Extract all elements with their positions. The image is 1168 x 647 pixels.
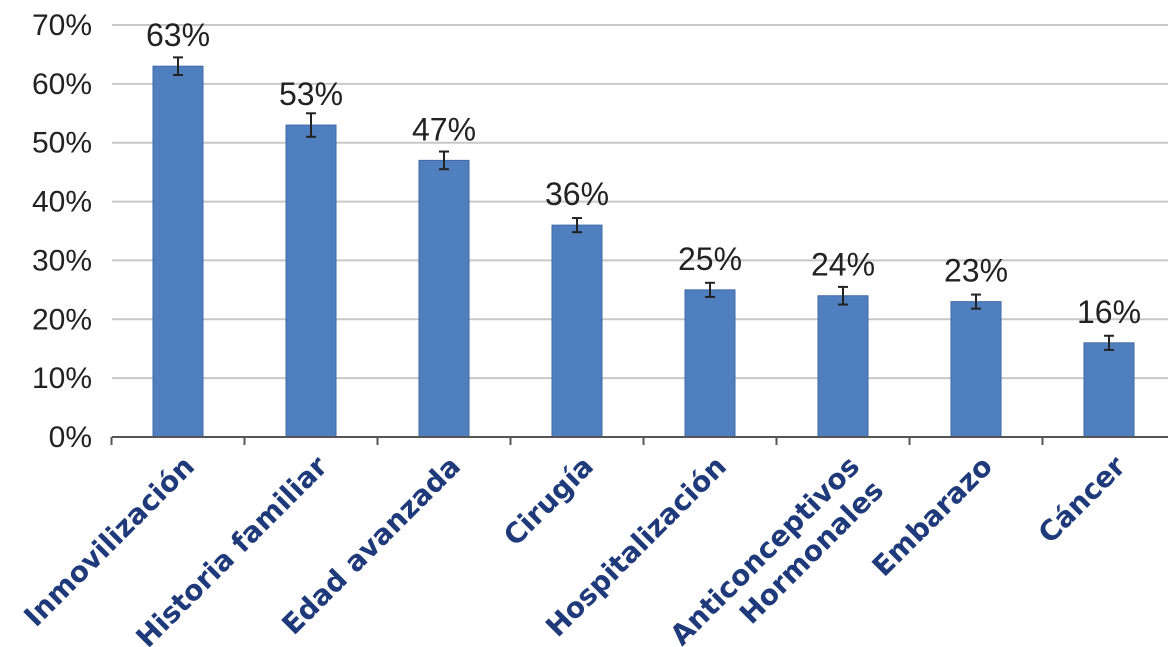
category-label: Cirugía <box>497 450 600 553</box>
category-label-line: Cirugía <box>497 450 600 553</box>
bar <box>1083 342 1135 438</box>
data-label: 25% <box>678 241 742 277</box>
bar <box>285 124 337 438</box>
category-label-line: Cáncer <box>1032 449 1132 549</box>
data-label: 24% <box>811 247 875 283</box>
category-label: Cáncer <box>1032 449 1132 549</box>
error-bar <box>572 217 582 234</box>
data-label: 47% <box>412 111 476 147</box>
y-tick-label: 70% <box>32 9 92 42</box>
error-bar <box>439 150 449 171</box>
bar <box>551 224 603 438</box>
error-bar <box>173 56 183 77</box>
bars <box>152 56 1135 438</box>
bar <box>950 301 1002 438</box>
data-label: 53% <box>279 76 343 112</box>
bar <box>152 65 204 438</box>
category-label-line: Embarazo <box>866 450 999 583</box>
data-label: 16% <box>1077 294 1141 330</box>
bar <box>684 289 736 438</box>
y-tick-label: 40% <box>32 186 92 219</box>
error-bar <box>306 112 316 138</box>
bar <box>817 295 869 438</box>
data-label: 36% <box>545 176 609 212</box>
error-bar <box>971 293 981 310</box>
grid-lines <box>112 24 1168 380</box>
y-tick-label: 0% <box>49 421 92 454</box>
data-label: 63% <box>146 17 210 53</box>
data-label: 23% <box>944 253 1008 289</box>
y-tick-label: 60% <box>32 68 92 101</box>
error-bar <box>705 281 715 298</box>
y-tick-label: 30% <box>32 244 92 277</box>
error-bar <box>838 285 848 306</box>
bar <box>418 159 470 438</box>
y-tick-label: 20% <box>32 303 92 336</box>
y-tick-label: 10% <box>32 362 92 395</box>
y-tick-label: 50% <box>32 127 92 160</box>
axes: 0% 10% 20% 30% 40% 50% 60% 70% <box>32 9 1168 454</box>
error-bar <box>1104 334 1114 351</box>
category-label: Embarazo <box>866 450 999 583</box>
